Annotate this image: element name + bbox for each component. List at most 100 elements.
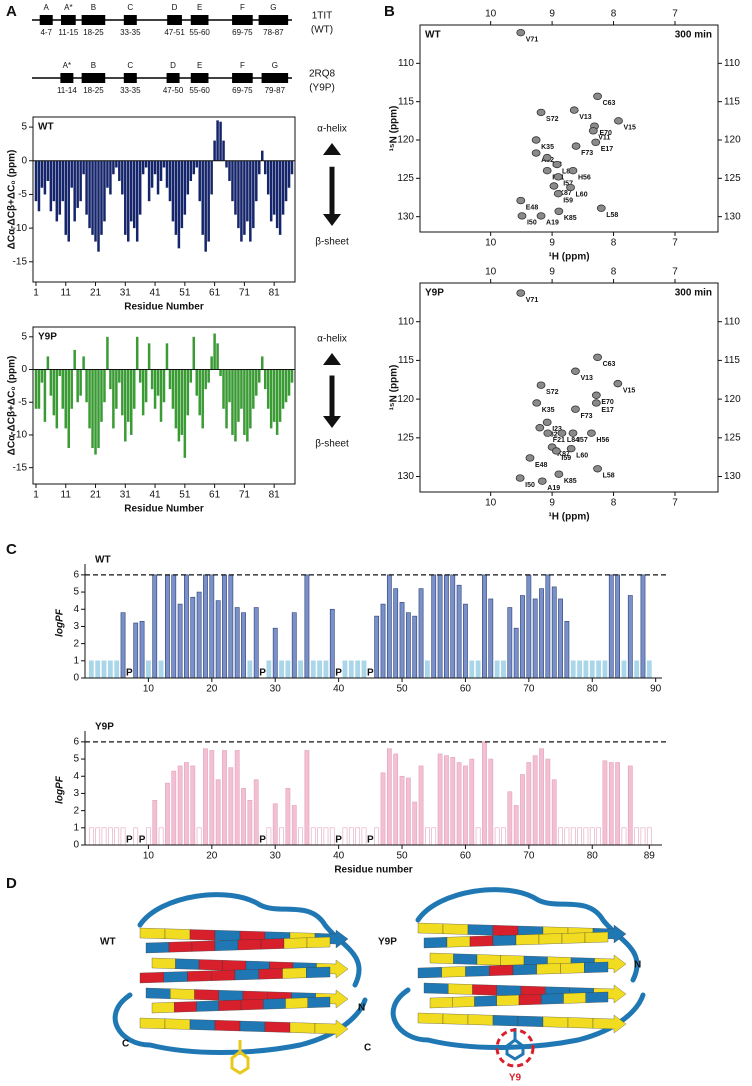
bar: [418, 765, 424, 846]
strand-segment: [423, 982, 449, 994]
bar: [198, 369, 201, 416]
y-tick-label: 110: [398, 316, 414, 327]
structure-id: 1TIT: [312, 11, 333, 22]
bar: [174, 160, 178, 235]
strand-segment: [164, 928, 191, 940]
bar: [444, 574, 449, 679]
bar: [361, 827, 367, 846]
strand-segment: [442, 1013, 469, 1025]
bar: [284, 160, 288, 202]
peak: [516, 289, 526, 297]
bar: [147, 343, 151, 370]
annotation: α-helix: [317, 334, 347, 345]
bar: [285, 787, 291, 846]
x-tick-label: 9: [549, 9, 555, 20]
strand-segment: [584, 931, 609, 943]
y-tick-label: 3: [73, 788, 79, 799]
strand-segment: [283, 937, 308, 949]
strand-segment: [453, 953, 478, 965]
peak-label: E48: [526, 204, 539, 211]
strand-segment: [441, 966, 466, 978]
x-axis-label: ¹H (ppm): [548, 512, 589, 523]
bar: [43, 160, 47, 195]
y-tick-label: 2: [73, 805, 79, 816]
bar: [247, 800, 253, 846]
y-tick-label: -10: [13, 430, 28, 441]
bar: [183, 369, 187, 458]
x-tick-label: 8: [611, 267, 617, 278]
y-tick-label: 5: [21, 331, 27, 342]
peak-label: K87: [559, 190, 572, 197]
strand-segment: [170, 988, 195, 1000]
peak-label: C63: [603, 361, 616, 368]
strand-segment: [196, 1000, 219, 1012]
proline-marker: P: [335, 668, 342, 679]
peak: [568, 166, 578, 175]
bar: [85, 369, 88, 403]
peak: [532, 399, 542, 407]
strand-segment: [567, 1017, 594, 1029]
bar: [475, 827, 481, 846]
strand-segment: [474, 995, 497, 1007]
strand-segment: [417, 1012, 444, 1024]
peak-label: V13: [579, 114, 592, 121]
peak: [566, 444, 576, 453]
strand-segment: [307, 996, 331, 1008]
peak: [517, 212, 527, 220]
bar: [153, 160, 157, 175]
strand-segment: [214, 930, 241, 942]
x-tick-label: 81: [269, 490, 281, 501]
x-tick-label: 20: [206, 684, 218, 695]
strand-label: B: [91, 3, 96, 12]
bar: [589, 827, 595, 846]
bar: [168, 160, 172, 202]
bar: [237, 369, 240, 422]
peak: [568, 429, 578, 437]
strand-segment: [417, 922, 444, 934]
peak: [591, 391, 601, 399]
bar: [456, 762, 462, 846]
bar: [114, 660, 120, 679]
strand-label: F: [240, 3, 245, 12]
bar: [190, 596, 196, 679]
bar: [203, 574, 208, 679]
bar: [287, 369, 291, 396]
x-tick-label: 10: [485, 267, 497, 278]
bar: [570, 660, 576, 679]
bar: [70, 369, 73, 409]
n-terminus: N: [634, 960, 641, 971]
bar: [380, 603, 386, 679]
bar: [103, 160, 106, 222]
y-tick-label: 5: [21, 122, 27, 133]
bar: [64, 160, 68, 235]
y-tick-label: 6: [73, 737, 79, 748]
y-tick-label: 4: [73, 604, 79, 615]
bar: [507, 607, 513, 679]
bar: [213, 140, 216, 161]
bar: [228, 767, 234, 846]
bar: [207, 160, 210, 242]
bar: [101, 827, 107, 846]
strand-segment: [151, 1002, 175, 1014]
structure-label: Y9P: [378, 937, 397, 948]
y-tick-label: 5: [73, 587, 79, 598]
y-tick-label: 110: [724, 316, 740, 327]
bar: [222, 750, 227, 846]
bar: [73, 160, 76, 222]
strand-label: E: [197, 3, 202, 12]
bar: [76, 369, 79, 403]
bar: [520, 774, 525, 846]
bar: [37, 369, 41, 409]
bar: [132, 369, 136, 409]
bar: [513, 627, 519, 679]
x-tick-label: 10: [143, 684, 155, 695]
bar: [95, 827, 101, 846]
bar: [247, 660, 253, 679]
bar: [168, 369, 172, 390]
strand-segment: [218, 999, 242, 1011]
bar: [225, 160, 228, 168]
peak-label: L58: [606, 212, 618, 219]
bar: [545, 758, 551, 846]
bar: [266, 369, 270, 409]
bar: [34, 160, 38, 202]
